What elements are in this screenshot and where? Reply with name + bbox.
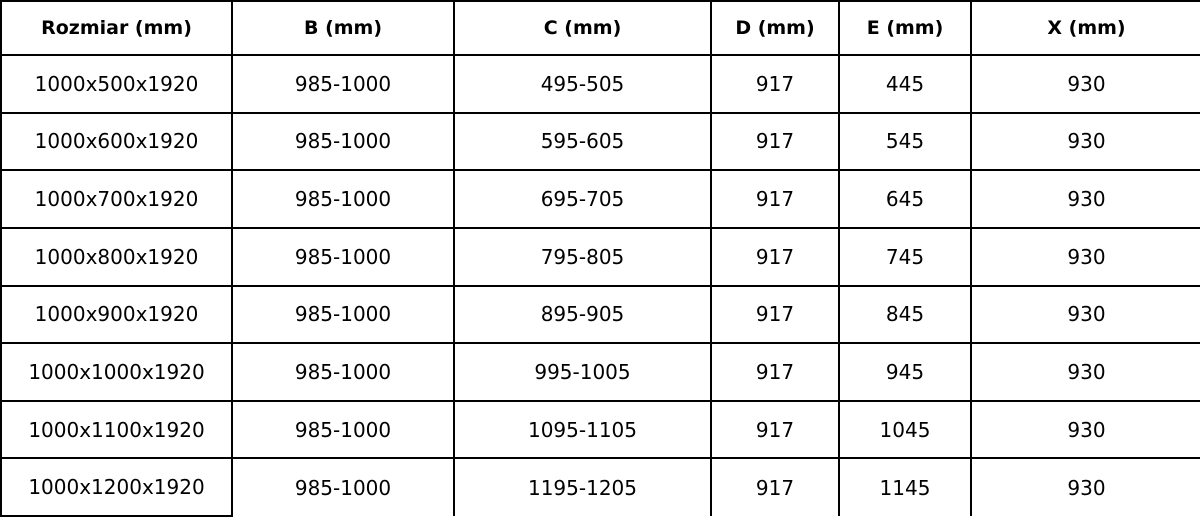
table-cell: 595-605 bbox=[454, 112, 712, 172]
table-row: 1000x1000x1920 985-1000 995-1005 917 945 930 bbox=[1, 343, 1200, 402]
table-cell: 1000x900x1920 bbox=[1, 285, 233, 345]
header-cell-col-4: E (mm) bbox=[839, 1, 972, 56]
table-cell: 795-805 bbox=[454, 227, 712, 287]
table-cell: 985-1000 bbox=[232, 170, 455, 229]
table-cell: 930 bbox=[971, 55, 1200, 114]
table-row: 1000x800x1920 985-1000 795-805 917 745 930 bbox=[1, 227, 1200, 287]
table-cell: 845 bbox=[839, 285, 972, 345]
table-cell: 1000x1000x1920 bbox=[1, 343, 233, 402]
table-cell: 1000x1100x1920 bbox=[1, 400, 233, 460]
table-cell: 930 bbox=[971, 400, 1200, 460]
table-header: Rozmiar (mm) B (mm) C (mm) D (mm) E (mm) X (m… bbox=[1, 1, 1200, 56]
table-body: 1000x500x1920 985-1000 495-505 917 445 930 100… bbox=[1, 55, 1200, 517]
table-cell: 917 bbox=[711, 285, 840, 345]
table-cell: 1000x1200x1920 bbox=[1, 458, 233, 517]
table-cell: 985-1000 bbox=[232, 112, 455, 172]
table-cell: 917 bbox=[711, 112, 840, 172]
table-row: 1000x1100x1920 985-1000 1095-1105 917 1045 93… bbox=[1, 400, 1200, 460]
table-cell: 445 bbox=[839, 55, 972, 114]
table-cell: 985-1000 bbox=[232, 458, 455, 516]
table-row: 1000x700x1920 985-1000 695-705 917 645 930 bbox=[1, 170, 1200, 229]
table-cell: 1095-1105 bbox=[454, 400, 712, 460]
table-cell: 930 bbox=[971, 285, 1200, 345]
table-cell: 895-905 bbox=[454, 285, 712, 345]
table-cell: 1000x800x1920 bbox=[1, 227, 233, 287]
table-cell: 930 bbox=[1067, 475, 1106, 500]
table-cell: 995-1005 bbox=[454, 343, 712, 402]
header-cell-col-3: D (mm) bbox=[711, 1, 840, 56]
table-cell: 1045 bbox=[839, 400, 972, 460]
table-row: 1000x900x1920 985-1000 895-905 917 845 930 bbox=[1, 285, 1200, 345]
table-cell: 1000x600x1920 bbox=[1, 112, 233, 172]
table-cell: 645 bbox=[839, 170, 972, 229]
table-cell: 917 bbox=[711, 400, 840, 460]
table-row: 1000x600x1920 985-1000 595-605 917 545 930 bbox=[1, 112, 1200, 172]
table-row: 1000x500x1920 985-1000 495-505 917 445 930 bbox=[1, 55, 1200, 114]
table-cell: 985-1000 bbox=[232, 285, 455, 345]
table-cell: 985-1000 bbox=[232, 343, 455, 402]
table-cell: 745 bbox=[839, 227, 972, 287]
table-cell: 985-1000 bbox=[232, 55, 455, 114]
table-cell: 985-1000 bbox=[232, 400, 455, 460]
table-cell: 495-505 bbox=[454, 55, 712, 114]
header-cell-col-5: X (mm) bbox=[971, 1, 1200, 56]
table-cell: 545 bbox=[839, 112, 972, 172]
table-cell: 917 bbox=[711, 227, 840, 287]
table-row: 1000x1200x1920 985-1000 1195-1205 917 1145 93… bbox=[1, 458, 1200, 517]
table-cell: 930 bbox=[971, 170, 1200, 229]
table-cell: 917 bbox=[711, 458, 840, 516]
table-cell: 945 bbox=[839, 343, 972, 402]
table-cell: 1000x500x1920 bbox=[1, 55, 233, 114]
table-cell: 917 bbox=[711, 343, 840, 402]
table-cell: 1145 bbox=[839, 458, 972, 516]
header-cell-col-1: B (mm) bbox=[232, 1, 455, 56]
header-cell-col-0: Rozmiar (mm) bbox=[1, 1, 233, 56]
table-cell: 930 bbox=[971, 343, 1200, 402]
table-cell: 917 bbox=[711, 55, 840, 114]
table-cell: 985-1000 bbox=[232, 227, 455, 287]
header-cell-col-2: C (mm) bbox=[454, 1, 712, 56]
header-row: Rozmiar (mm) B (mm) C (mm) D (mm) E (mm) X (m… bbox=[1, 1, 1200, 56]
table-cell: 930 bbox=[971, 227, 1200, 287]
table-cell: 917 bbox=[711, 170, 840, 229]
table-cell: 930 bbox=[971, 112, 1200, 172]
table-cell: 1000x700x1920 bbox=[1, 170, 233, 229]
table-cell: 695-705 bbox=[454, 170, 712, 229]
table-cell: 1195-1205 bbox=[454, 458, 712, 516]
